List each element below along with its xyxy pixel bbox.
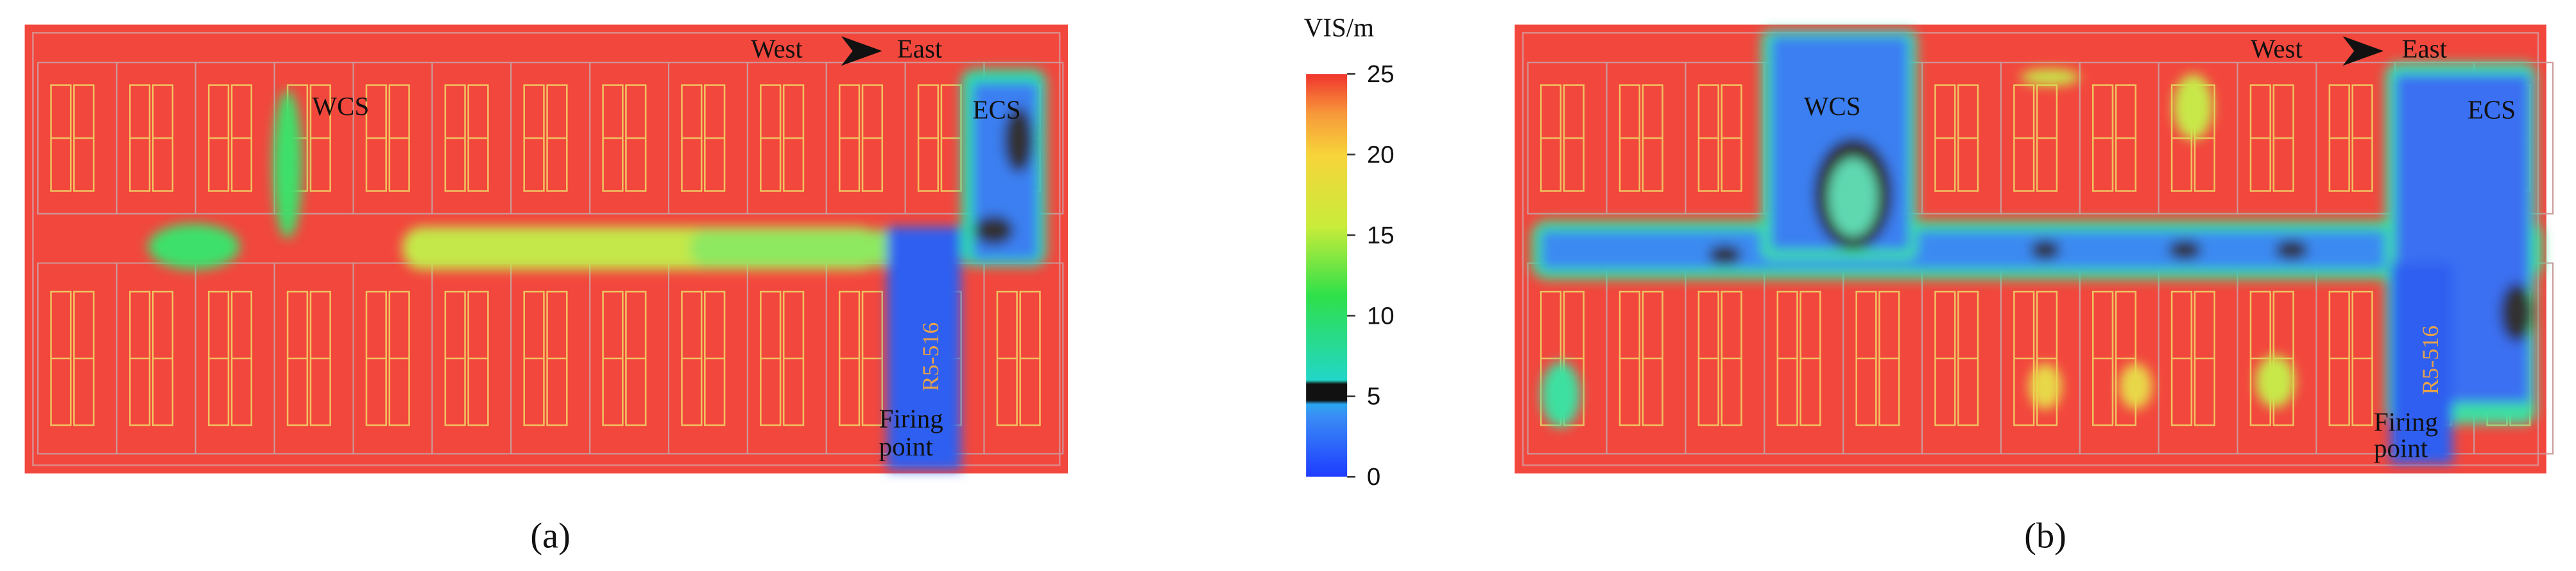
ecs-label: ECS bbox=[2468, 95, 2516, 124]
colorbar-tick-label: 20 bbox=[1367, 141, 1395, 168]
smoke bbox=[1531, 30, 2543, 464]
arrow bbox=[841, 36, 882, 66]
room-label: R5-516 bbox=[918, 322, 943, 391]
colorbar-title: VIS/m bbox=[1304, 13, 1374, 42]
smoke-region bbox=[273, 90, 303, 239]
smoke-region bbox=[974, 215, 1014, 245]
direction-west: West bbox=[751, 35, 803, 64]
direction-east: East bbox=[897, 35, 943, 64]
smoke-region bbox=[2255, 355, 2296, 408]
colorbar-tick-label: 15 bbox=[1367, 222, 1395, 249]
panel-label: (a) bbox=[530, 516, 570, 556]
wcs-label: WCS bbox=[1804, 92, 1861, 121]
colorbar-tick-label: 5 bbox=[1367, 383, 1380, 410]
smoke-region bbox=[2029, 363, 2062, 410]
colorbar-tick-label: 0 bbox=[1367, 463, 1380, 491]
smoke-region bbox=[887, 227, 961, 471]
smoke-region bbox=[2275, 240, 2308, 260]
room-label: R5-516 bbox=[2417, 326, 2443, 394]
smoke bbox=[148, 69, 1047, 471]
smoke-region bbox=[2500, 283, 2534, 342]
smoke-region bbox=[1708, 245, 1742, 265]
smoke-region bbox=[1541, 362, 1581, 428]
smoke-region bbox=[1004, 107, 1034, 173]
firing-point: point bbox=[2374, 434, 2428, 463]
smoke-region bbox=[2173, 74, 2213, 140]
panel-label: (b) bbox=[2024, 516, 2066, 556]
direction-west: West bbox=[2251, 35, 2303, 64]
wcs-label: WCS bbox=[313, 92, 370, 121]
simulation-map bbox=[1515, 24, 2554, 474]
firing-point: point bbox=[879, 432, 934, 461]
ecs-label: ECS bbox=[973, 95, 1021, 124]
colorbar-tick-label: 25 bbox=[1367, 60, 1395, 88]
smoke-region bbox=[2168, 240, 2202, 260]
smoke-region bbox=[2119, 363, 2152, 410]
direction-east: East bbox=[2402, 35, 2448, 64]
colorbar-tick-label: 10 bbox=[1367, 302, 1395, 329]
smoke-region bbox=[1828, 157, 1878, 237]
smoke-region bbox=[2020, 69, 2080, 86]
smoke-region bbox=[148, 224, 240, 270]
arrow bbox=[2342, 36, 2384, 66]
simulation-map bbox=[24, 24, 1068, 474]
colorbar bbox=[1306, 74, 1348, 477]
firing-point: Firing bbox=[879, 405, 943, 434]
outline bbox=[32, 31, 1061, 466]
smoke-region bbox=[690, 230, 920, 267]
smoke-region bbox=[2031, 240, 2061, 260]
smoke-region bbox=[2390, 263, 2453, 464]
firing-point: Firing bbox=[2374, 408, 2438, 437]
